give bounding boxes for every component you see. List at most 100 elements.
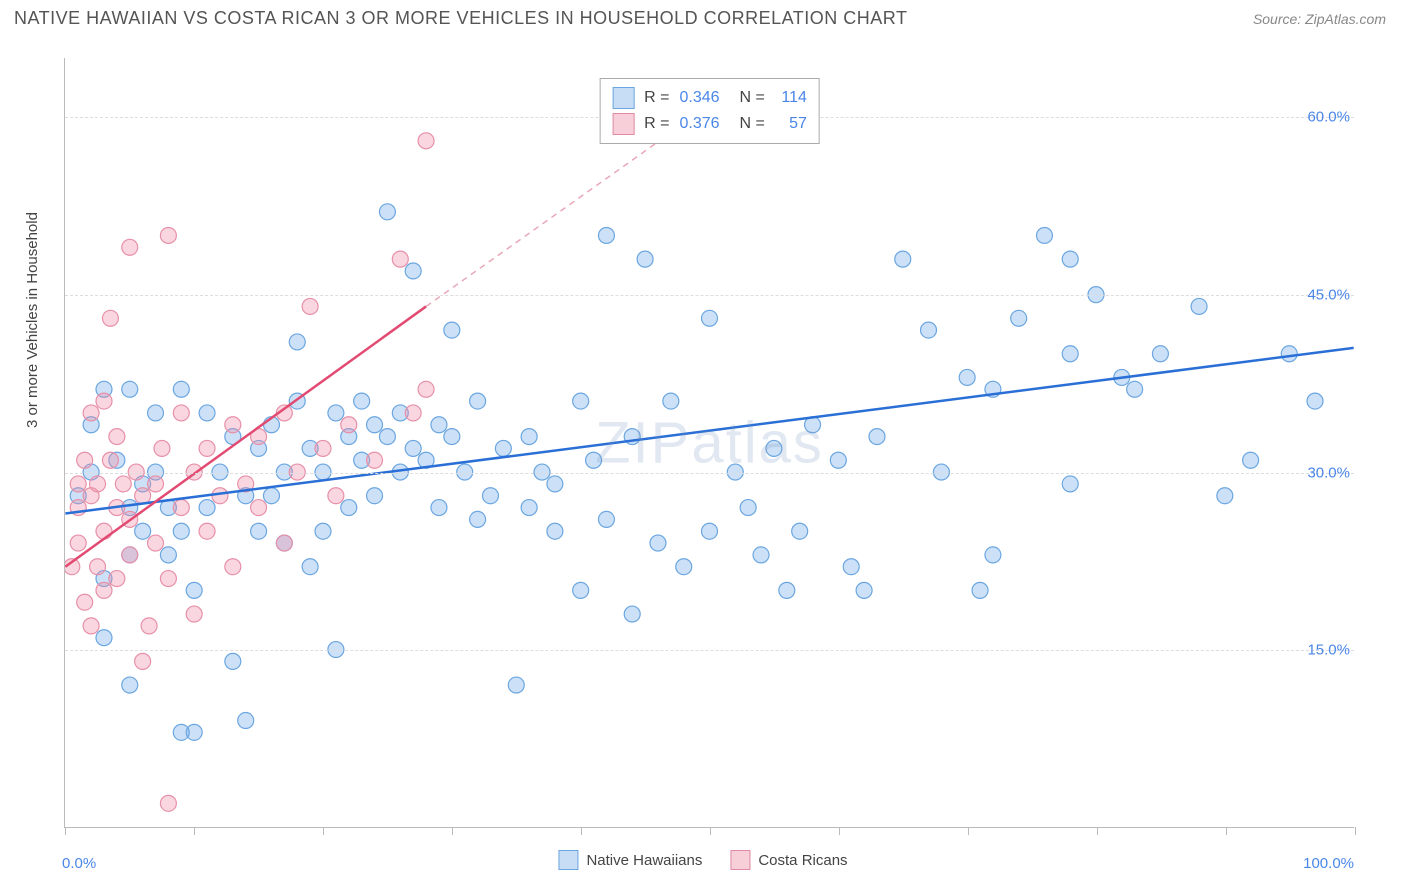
x-tick xyxy=(1226,827,1227,835)
scatter-point xyxy=(753,547,769,563)
scatter-point xyxy=(122,677,138,693)
stats-n-label: N = xyxy=(740,89,765,107)
scatter-point xyxy=(173,500,189,516)
scatter-point xyxy=(1217,488,1233,504)
scatter-point xyxy=(70,476,86,492)
scatter-point xyxy=(895,251,911,267)
plot-area: ZIPatlas R =0.346N =114R =0.376N =57 xyxy=(64,58,1354,828)
scatter-point xyxy=(141,618,157,634)
scatter-point xyxy=(1011,310,1027,326)
scatter-point xyxy=(418,133,434,149)
scatter-point xyxy=(972,582,988,598)
scatter-point xyxy=(869,429,885,445)
scatter-point xyxy=(289,334,305,350)
scatter-point xyxy=(405,440,421,456)
scatter-point xyxy=(367,417,383,433)
y-axis-label: 3 or more Vehicles in Household xyxy=(24,212,41,428)
scatter-point xyxy=(573,582,589,598)
scatter-point xyxy=(90,476,106,492)
scatter-point xyxy=(77,594,93,610)
stats-r-label: R = xyxy=(644,115,669,133)
scatter-point xyxy=(598,511,614,527)
scatter-point xyxy=(379,204,395,220)
scatter-point xyxy=(431,500,447,516)
scatter-point xyxy=(83,618,99,634)
scatter-point xyxy=(90,559,106,575)
scatter-point xyxy=(367,452,383,468)
scatter-point xyxy=(392,251,408,267)
scatter-point xyxy=(173,405,189,421)
scatter-point xyxy=(959,369,975,385)
grid-line xyxy=(65,473,1354,474)
scatter-point xyxy=(1307,393,1323,409)
scatter-point xyxy=(251,500,267,516)
scatter-point xyxy=(547,476,563,492)
scatter-point xyxy=(302,298,318,314)
scatter-point xyxy=(779,582,795,598)
scatter-point xyxy=(148,405,164,421)
x-tick xyxy=(710,827,711,835)
scatter-point xyxy=(225,417,241,433)
scatter-point xyxy=(199,405,215,421)
scatter-point xyxy=(547,523,563,539)
scatter-point xyxy=(508,677,524,693)
x-tick xyxy=(194,827,195,835)
scatter-point xyxy=(650,535,666,551)
chart-title: NATIVE HAWAIIAN VS COSTA RICAN 3 OR MORE… xyxy=(14,8,907,29)
chart-header: NATIVE HAWAIIAN VS COSTA RICAN 3 OR MORE… xyxy=(0,0,1406,33)
scatter-point xyxy=(766,440,782,456)
scatter-point xyxy=(186,724,202,740)
chart-source: Source: ZipAtlas.com xyxy=(1253,11,1386,27)
x-tick xyxy=(323,827,324,835)
scatter-point xyxy=(154,440,170,456)
scatter-point xyxy=(315,523,331,539)
scatter-point xyxy=(328,405,344,421)
scatter-point xyxy=(96,630,112,646)
scatter-point xyxy=(263,488,279,504)
scatter-point xyxy=(122,381,138,397)
scatter-point xyxy=(521,500,537,516)
scatter-point xyxy=(276,535,292,551)
scatter-point xyxy=(199,523,215,539)
scatter-point xyxy=(160,227,176,243)
scatter-point xyxy=(341,500,357,516)
scatter-point xyxy=(405,405,421,421)
scatter-point xyxy=(1281,346,1297,362)
scatter-point xyxy=(586,452,602,468)
scatter-point xyxy=(199,440,215,456)
x-axis-min-label: 0.0% xyxy=(62,855,96,872)
scatter-point xyxy=(856,582,872,598)
scatter-point xyxy=(173,523,189,539)
stats-n-label: N = xyxy=(740,115,765,133)
scatter-point xyxy=(238,713,254,729)
stats-row: R =0.346N =114 xyxy=(612,85,807,111)
scatter-point xyxy=(1062,346,1078,362)
scatter-point xyxy=(115,476,131,492)
legend-bottom: Native HawaiiansCosta Ricans xyxy=(558,850,847,870)
scatter-point xyxy=(444,429,460,445)
scatter-point xyxy=(251,523,267,539)
scatter-point xyxy=(418,381,434,397)
scatter-point xyxy=(212,488,228,504)
scatter-point xyxy=(122,239,138,255)
scatter-point xyxy=(341,417,357,433)
scatter-point xyxy=(77,452,93,468)
legend-swatch xyxy=(730,850,750,870)
scatter-point xyxy=(702,310,718,326)
scatter-point xyxy=(676,559,692,575)
x-axis-max-label: 100.0% xyxy=(1303,855,1354,872)
grid-line xyxy=(65,650,1354,651)
x-tick xyxy=(65,827,66,835)
scatter-point xyxy=(160,571,176,587)
scatter-point xyxy=(96,393,112,409)
scatter-point xyxy=(186,606,202,622)
scatter-point xyxy=(663,393,679,409)
x-tick xyxy=(581,827,582,835)
scatter-point xyxy=(148,476,164,492)
scatter-point xyxy=(225,653,241,669)
stats-row: R =0.376N =57 xyxy=(612,111,807,137)
stats-r-label: R = xyxy=(644,89,669,107)
scatter-point xyxy=(102,452,118,468)
y-tick-label: 45.0% xyxy=(1307,286,1350,303)
scatter-point xyxy=(573,393,589,409)
